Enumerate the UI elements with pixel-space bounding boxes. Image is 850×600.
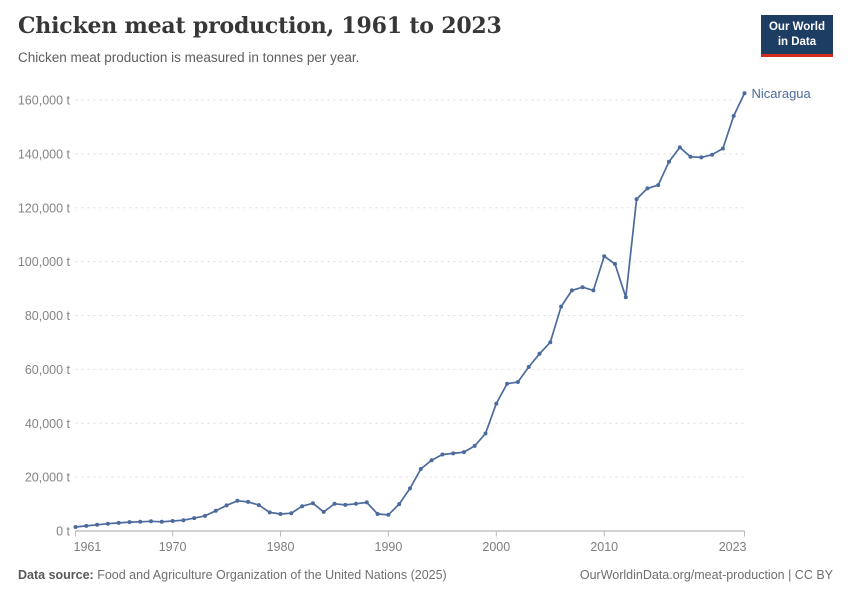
y-axis-tick-label: 140,000 t	[18, 147, 71, 161]
x-axis-tick-label: 1961	[74, 540, 102, 554]
data-point[interactable]	[656, 183, 661, 188]
data-point[interactable]	[440, 452, 445, 457]
data-point[interactable]	[515, 380, 520, 384]
data-source-label: Data source:	[18, 568, 94, 582]
data-point[interactable]	[235, 498, 240, 503]
data-point[interactable]	[289, 511, 294, 516]
data-point[interactable]	[548, 340, 553, 345]
data-point[interactable]	[731, 113, 736, 118]
data-point[interactable]	[451, 451, 456, 456]
y-axis-tick-label: 120,000 t	[18, 201, 71, 215]
data-point[interactable]	[483, 431, 488, 436]
data-point[interactable]	[170, 519, 175, 523]
chart-footer: Data source: Food and Agriculture Organi…	[18, 567, 833, 583]
data-point[interactable]	[537, 351, 542, 356]
x-axis-tick-label: 1980	[267, 540, 295, 554]
data-point[interactable]	[181, 518, 186, 523]
data-point[interactable]	[623, 295, 628, 300]
y-axis-tick-label: 60,000 t	[25, 363, 71, 377]
data-point[interactable]	[688, 154, 693, 159]
data-point[interactable]	[667, 159, 671, 164]
data-point[interactable]	[105, 521, 110, 526]
data-point[interactable]	[138, 519, 143, 524]
x-axis-tick-label: 2000	[482, 540, 510, 554]
data-source: Data source: Food and Agriculture Organi…	[18, 567, 447, 583]
data-point[interactable]	[192, 516, 197, 521]
x-axis-tick-label: 2010	[590, 540, 618, 554]
data-point[interactable]	[375, 512, 380, 516]
data-point[interactable]	[559, 304, 564, 309]
data-point[interactable]	[95, 522, 100, 527]
data-point[interactable]	[742, 91, 747, 96]
data-point[interactable]	[213, 508, 218, 513]
data-point[interactable]	[613, 262, 617, 266]
y-axis-tick-label: 20,000 t	[25, 471, 71, 485]
data-point[interactable]	[494, 401, 499, 406]
data-point[interactable]	[73, 525, 78, 529]
data-point[interactable]	[343, 502, 348, 507]
data-point[interactable]	[569, 288, 574, 293]
y-axis-tick-label: 40,000 t	[25, 417, 71, 431]
data-point[interactable]	[267, 510, 272, 515]
owid-logo[interactable]: Our World in Data	[760, 15, 833, 57]
data-point[interactable]	[84, 523, 89, 528]
data-line-nicaragua[interactable]	[74, 92, 746, 528]
data-point[interactable]	[256, 503, 261, 508]
data-point[interactable]	[462, 450, 466, 455]
data-point[interactable]	[580, 285, 585, 290]
data-point[interactable]	[300, 504, 305, 509]
data-point[interactable]	[699, 155, 704, 160]
data-point[interactable]	[149, 519, 153, 524]
data-point[interactable]	[224, 503, 229, 508]
owid-logo-line1: Our World	[768, 21, 825, 33]
data-point[interactable]	[602, 254, 607, 259]
data-point[interactable]	[397, 502, 402, 507]
data-point[interactable]	[429, 458, 434, 463]
data-point[interactable]	[332, 501, 337, 506]
data-point[interactable]	[127, 520, 132, 525]
data-point[interactable]	[677, 145, 682, 150]
data-point[interactable]	[418, 467, 423, 471]
data-point[interactable]	[720, 146, 725, 151]
chart-title: Chicken meat production, 1961 to 2023	[18, 13, 502, 39]
data-point[interactable]	[310, 501, 315, 506]
data-point[interactable]	[354, 501, 358, 506]
data-point[interactable]	[321, 509, 326, 514]
data-point[interactable]	[591, 288, 596, 293]
data-point[interactable]	[526, 365, 531, 369]
chart-subtitle: Chicken meat production is measured in t…	[18, 50, 360, 66]
y-axis-tick-label: 0 t	[56, 525, 70, 539]
data-source-text: Food and Agriculture Organization of the…	[93, 568, 447, 582]
chart-titles: Chicken meat production, 1961 to 2023 Ch…	[18, 13, 502, 67]
x-axis-tick-label: 2023	[719, 540, 747, 554]
data-point[interactable]	[634, 197, 639, 202]
y-axis-tick-label: 80,000 t	[25, 309, 71, 323]
y-axis-tick-label: 100,000 t	[18, 255, 71, 269]
data-point[interactable]	[278, 512, 283, 516]
footer-credit-link[interactable]: OurWorldinData.org/meat-production | CC …	[579, 568, 833, 582]
data-point[interactable]	[386, 512, 391, 517]
series-label-nicaragua[interactable]: Nicaragua	[752, 86, 812, 101]
data-point[interactable]	[505, 381, 510, 386]
chart-header: Chicken meat production, 1961 to 2023 Ch…	[18, 13, 833, 67]
y-axis-tick-label: 160,000 t	[18, 94, 71, 108]
data-point[interactable]	[472, 443, 477, 448]
data-point[interactable]	[364, 500, 369, 505]
x-axis-tick-label: 1990	[375, 540, 403, 554]
data-point[interactable]	[408, 486, 412, 491]
owid-logo-line2: in Data	[777, 35, 817, 48]
data-point[interactable]	[159, 519, 164, 524]
data-point[interactable]	[116, 520, 121, 525]
data-point[interactable]	[710, 152, 715, 157]
data-point[interactable]	[246, 499, 251, 504]
x-axis-tick-label: 1970	[159, 540, 187, 554]
data-point[interactable]	[203, 513, 207, 518]
data-point[interactable]	[645, 186, 650, 191]
